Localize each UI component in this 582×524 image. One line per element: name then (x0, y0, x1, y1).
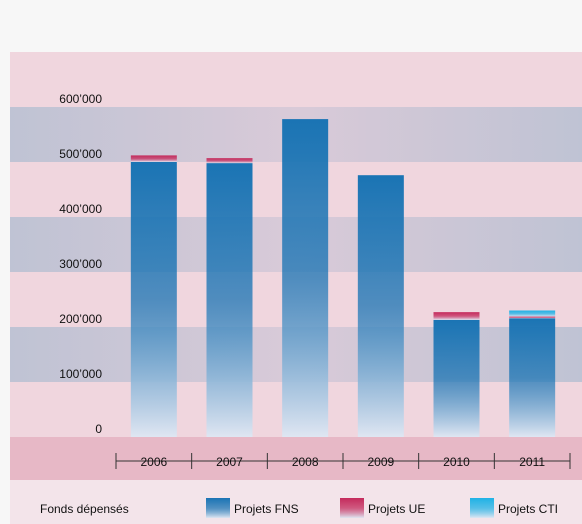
bar-segment (206, 158, 253, 164)
x-tick-label: 2007 (216, 455, 243, 469)
bar-segment (357, 175, 404, 437)
x-tick-label: 2010 (443, 455, 470, 469)
bar-segment (130, 155, 177, 162)
legend-title: Fonds dépensés (40, 502, 129, 516)
y-tick-label: 500’000 (59, 147, 102, 161)
bar-segment (130, 162, 177, 437)
bar-segment (206, 163, 253, 437)
legend-swatch (470, 498, 494, 518)
y-tick-label: 600’000 (59, 92, 102, 106)
bar-segment (509, 316, 556, 319)
y-tick-label: 200’000 (59, 312, 102, 326)
bar-segment (433, 312, 480, 320)
legend-label: Projets FNS (234, 502, 299, 516)
bar-segment (282, 119, 329, 437)
x-tick-label: 2009 (367, 455, 394, 469)
axis-band (10, 437, 582, 480)
y-tick-label: 300’000 (59, 257, 102, 271)
legend-swatch (206, 498, 230, 518)
x-tick-label: 2006 (140, 455, 167, 469)
bar-segment (433, 319, 480, 437)
x-tick-label: 2011 (519, 455, 545, 469)
bar-segment (509, 318, 556, 437)
x-tick-label: 2008 (292, 455, 319, 469)
bar-segment (509, 310, 556, 317)
y-tick-label: 100’000 (59, 367, 102, 381)
legend-label: Projets CTI (498, 502, 558, 516)
y-tick-label: 0 (95, 422, 102, 436)
legend-swatch (340, 498, 364, 518)
y-tick-label: 400’000 (59, 202, 102, 216)
legend-label: Projets UE (368, 502, 425, 516)
